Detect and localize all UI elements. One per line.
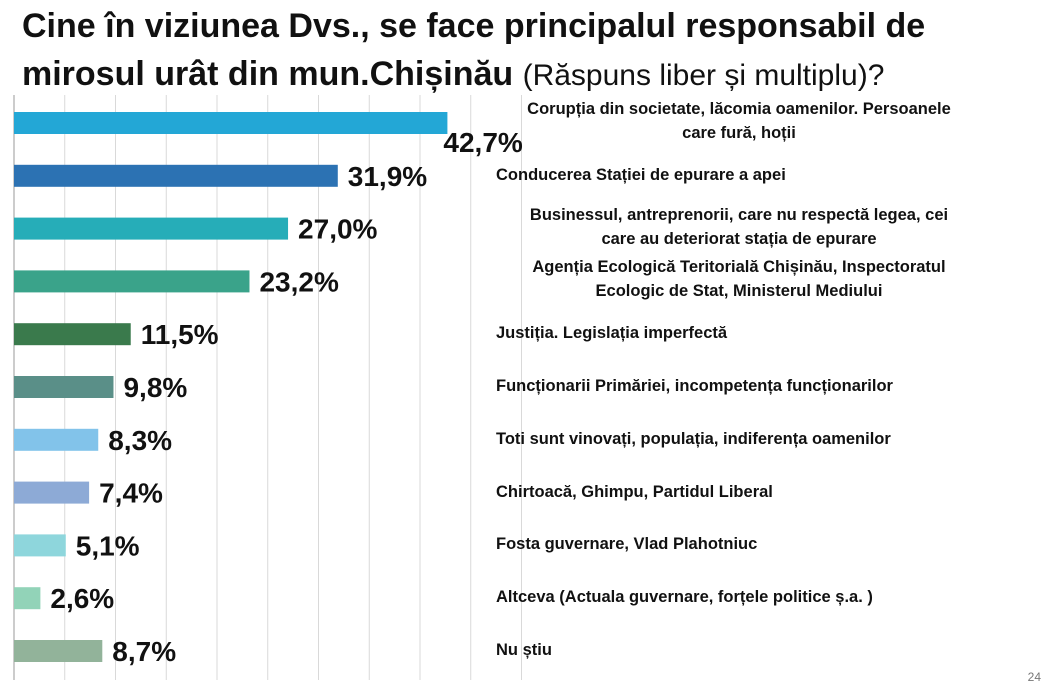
category-label: Businessul, antreprenorii, care nu respe… [496, 203, 982, 251]
chart-title: Cine în viziunea Dvs., se face principal… [22, 2, 1032, 100]
category-label-line: Fosta guvernare, Vlad Plahotniuc [496, 535, 758, 554]
data-label: 42,7% [443, 127, 522, 158]
data-label: 23,2% [259, 266, 338, 297]
bar [14, 481, 90, 504]
category-label-line: Ecologic de Stat, Ministerul Mediului [595, 282, 883, 301]
bar [14, 534, 66, 557]
category-label: Chirtoacă, Ghimpu, Partidul Liberal [496, 480, 982, 504]
bar [14, 270, 250, 293]
bar [14, 587, 41, 610]
bar [14, 428, 99, 451]
bar [14, 217, 289, 240]
data-label: 7,4% [99, 478, 163, 509]
data-label: 27,0% [298, 214, 377, 245]
data-label: 8,7% [112, 636, 176, 667]
category-label-line: Altceva (Actuala guvernare, forțele poli… [496, 588, 873, 607]
data-label: 2,6% [50, 583, 114, 614]
bar [14, 640, 103, 662]
category-label: Conducerea Stației de epurare a apei [496, 163, 982, 187]
category-label: Funcționarii Primăriei, incompetența fun… [496, 374, 982, 398]
category-label-line: care au deteriorat stația de epurare [601, 229, 877, 248]
category-label: Agenția Ecologică Teritorială Chișinău, … [496, 255, 982, 303]
category-label-line: Chirtoacă, Ghimpu, Partidul Liberal [496, 482, 773, 501]
data-label: 8,3% [108, 425, 172, 456]
category-label-line: care fură, hoții [682, 124, 796, 142]
category-label-line: Corupția din societate, lăcomia oamenilo… [527, 100, 951, 118]
category-label: Fosta guvernare, Vlad Plahotniuc [496, 532, 982, 556]
data-label: 5,1% [76, 530, 140, 561]
data-label: 31,9% [348, 161, 427, 192]
category-label: Justiția. Legislația imperfectă [496, 321, 982, 345]
category-label-line: Conducerea Stației de epurare a apei [496, 165, 786, 184]
category-label-line: Nu știu [496, 641, 552, 659]
bar [14, 376, 114, 398]
category-label-line: Justiția. Legislația imperfectă [496, 324, 728, 343]
data-label: 11,5% [141, 319, 219, 350]
category-label-line: Agenția Ecologică Teritorială Chișinău, … [532, 258, 946, 277]
category-label: Nu știu [496, 638, 982, 662]
bar [14, 112, 448, 134]
title-main: Cine în viziunea Dvs., se face principal… [22, 7, 926, 93]
category-label: Altceva (Actuala guvernare, forțele poli… [496, 585, 982, 609]
category-label-line: Funcționarii Primăriei, incompetența fun… [496, 377, 893, 395]
bar [14, 323, 131, 346]
title-subtitle: (Răspuns liber și multiplu)? [522, 59, 885, 92]
bar [14, 164, 338, 187]
category-label-line: Businessul, antreprenorii, care nu respe… [529, 205, 949, 224]
page-number: 24 [1027, 670, 1041, 684]
category-label: Toti sunt vinovați, populația, indiferen… [496, 427, 982, 451]
data-label: 9,8% [123, 372, 187, 403]
category-label-line: Toti sunt vinovați, populația, indiferen… [496, 429, 891, 448]
category-label: Corupția din societate, lăcomia oamenilo… [496, 97, 982, 145]
